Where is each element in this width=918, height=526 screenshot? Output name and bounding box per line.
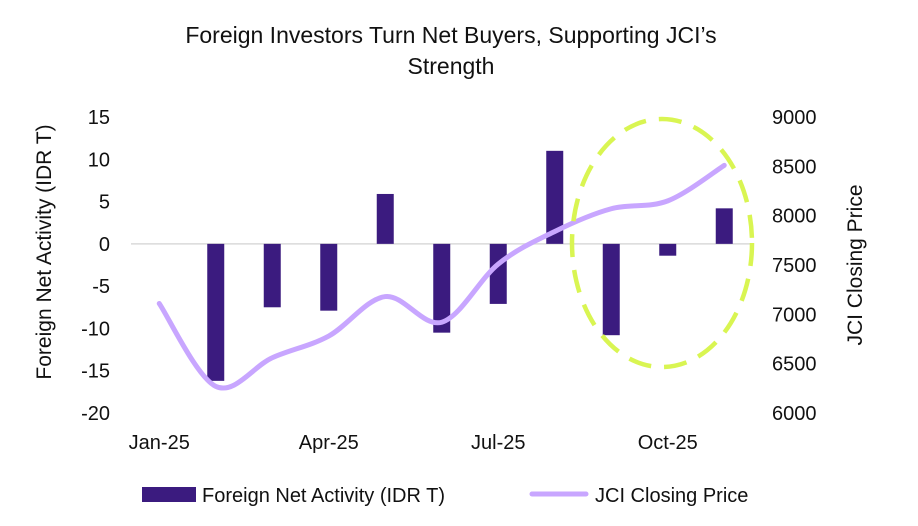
y-axis-left-ticks: 15 10 5 0 -5 -10 -15 -20: [81, 107, 110, 425]
y-left-tick-label: 15: [88, 107, 110, 129]
bar-Sep-25: [602, 243, 620, 336]
legend-bar-label: Foreign Net Activity (IDR T): [202, 485, 445, 507]
y-left-tick-label: 0: [99, 234, 110, 256]
y-left-tick-label: -20: [81, 403, 110, 425]
bar-Aug-25: [546, 150, 564, 244]
y-right-tick-label: 8500: [772, 156, 817, 178]
bar-Jul-25: [489, 243, 507, 304]
bar-Nov-25: [715, 208, 733, 244]
y-left-tick-label: -10: [81, 318, 110, 340]
x-tick-label: Jul-25: [471, 432, 525, 454]
y-right-tick-label: 8000: [772, 206, 817, 228]
bar-Apr-25: [320, 243, 338, 311]
bar-Oct-25: [659, 243, 677, 256]
y-axis-left-label: Foreign Net Activity (IDR T): [33, 124, 56, 379]
highlight-ellipse: [569, 116, 755, 370]
x-axis-ticks: Jan-25 Apr-25 Jul-25 Oct-25: [129, 432, 698, 454]
jci-line: [156, 162, 727, 391]
bar-May-25: [376, 193, 394, 244]
x-tick-label: Apr-25: [299, 432, 359, 454]
y-right-tick-label: 6000: [772, 403, 817, 425]
y-right-tick-label: 6500: [772, 354, 817, 376]
legend-line-label: JCI Closing Price: [595, 485, 748, 507]
chart-title-line-1: Foreign Investors Turn Net Buyers, Suppo…: [185, 22, 716, 48]
y-right-tick-label: 7500: [772, 255, 817, 277]
bar-series: [207, 150, 733, 381]
y-left-tick-label: 5: [99, 192, 110, 214]
y-axis-right-ticks: 9000 8500 8000 7500 7000 6500 6000: [772, 107, 817, 425]
legend: Foreign Net Activity (IDR T) JCI Closing…: [142, 485, 748, 507]
bar-Mar-25: [263, 243, 281, 308]
chart-title-line-2: Strength: [408, 53, 495, 79]
bar-Feb-25: [207, 243, 225, 381]
y-axis-right-label: JCI Closing Price: [844, 184, 867, 345]
y-right-tick-label: 9000: [772, 107, 817, 129]
x-tick-label: Oct-25: [638, 432, 698, 454]
y-left-tick-label: 10: [88, 149, 110, 171]
bar-Jun-25: [433, 243, 451, 333]
y-left-tick-label: -15: [81, 361, 110, 383]
legend-bar-swatch: [142, 487, 196, 502]
x-tick-label: Jan-25: [129, 432, 190, 454]
y-right-tick-label: 7000: [772, 304, 817, 326]
y-left-tick-label: -5: [92, 276, 110, 298]
